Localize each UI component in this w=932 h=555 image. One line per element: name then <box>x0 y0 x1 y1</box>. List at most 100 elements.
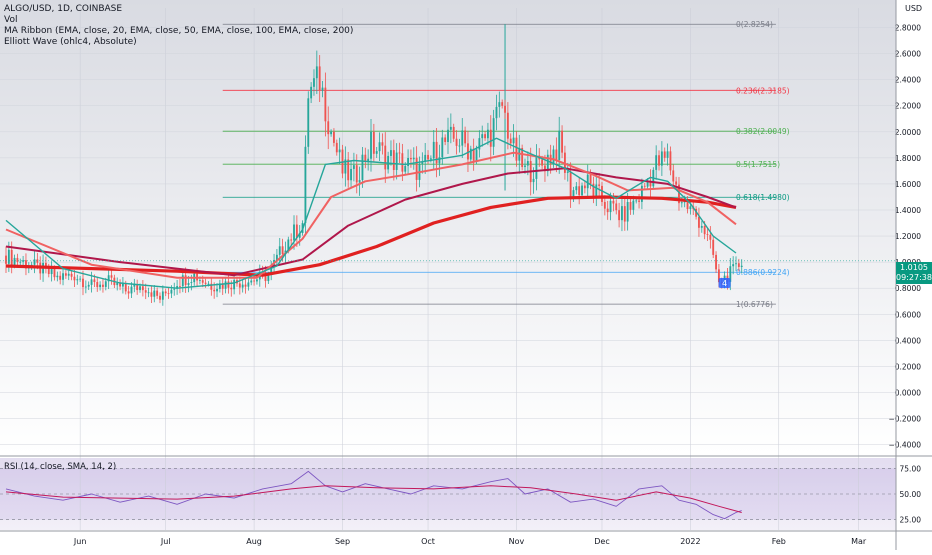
candle-body <box>344 159 347 174</box>
candle-body <box>116 282 119 286</box>
fib-level-label: 0.886(0.9224) <box>736 268 790 277</box>
fib-level-label: 1(0.6776) <box>736 300 773 309</box>
candle-body <box>204 282 207 284</box>
candle-body <box>404 166 407 172</box>
candle-body <box>347 159 350 181</box>
candle-body <box>244 284 247 287</box>
candle-body <box>441 137 444 158</box>
candle-body <box>275 254 278 260</box>
fib-level-label: 0.382(2.0049) <box>736 127 790 136</box>
candle-body <box>395 152 398 170</box>
candle-body <box>566 171 569 173</box>
candle-body <box>715 254 717 270</box>
x-tick-label: Feb <box>772 537 786 546</box>
y-tick-label: 2.4000 <box>895 76 921 85</box>
candle-body <box>375 151 378 154</box>
current-price-badge: 1.0105 09:27:38 <box>896 262 932 284</box>
candle-body <box>737 263 740 267</box>
candle-body <box>572 190 575 199</box>
candle-body <box>578 186 581 196</box>
y-tick-label: 1.6000 <box>895 180 921 189</box>
candle-body <box>732 264 735 267</box>
candle-body <box>475 149 478 161</box>
candle-body <box>680 202 683 204</box>
x-tick-label: Nov <box>509 537 525 546</box>
candle-body <box>79 278 82 280</box>
candle-body <box>62 273 64 280</box>
candle-body <box>640 185 643 202</box>
y-tick-label: 2.6000 <box>895 50 921 59</box>
candle-body <box>187 283 190 286</box>
candle-body <box>119 282 121 287</box>
candle-body <box>358 180 361 183</box>
rsi-indicator-label[interactable]: RSI (14, close, SMA, 14, 2) <box>4 462 117 472</box>
candle-body <box>621 206 623 221</box>
candle-body <box>524 165 526 167</box>
candle-body <box>110 275 113 278</box>
ema20-line <box>5 137 737 289</box>
candle-body <box>635 200 638 202</box>
x-tick-label: Mar <box>851 537 867 546</box>
candle-body <box>435 141 438 164</box>
y-tick-label: 0.8000 <box>895 284 921 293</box>
candle-body <box>216 288 218 292</box>
candle-body <box>452 126 455 139</box>
candle-body <box>660 151 663 166</box>
candle-body <box>10 249 13 265</box>
candle-body <box>304 146 307 224</box>
candle-body <box>164 291 167 294</box>
candle-body <box>629 202 632 210</box>
candle-body <box>367 158 370 162</box>
candle-body <box>104 281 107 287</box>
candle-body <box>506 112 509 139</box>
candle-body <box>295 224 298 238</box>
candle-body <box>281 246 284 255</box>
candle-body <box>589 174 592 184</box>
fib-level-label: 0.5(1.7515) <box>736 160 780 169</box>
candle-body <box>378 142 381 152</box>
candle-body <box>509 138 512 144</box>
candle-body <box>47 267 50 275</box>
candle-body <box>467 143 469 160</box>
candle-body <box>53 268 56 278</box>
ema200-line <box>5 195 737 277</box>
candle-body <box>729 266 732 282</box>
y-tick-label: 2.2000 <box>895 102 921 111</box>
candle-body <box>672 170 675 182</box>
candle-body <box>444 137 447 143</box>
ema50-line <box>5 151 737 279</box>
candle-body <box>318 66 321 91</box>
candle-body <box>290 239 293 241</box>
rsi-line <box>5 470 742 520</box>
candle-body <box>638 200 640 202</box>
candle-body <box>13 257 16 265</box>
candle-body <box>609 200 612 213</box>
candle-body <box>173 288 176 290</box>
candle-body <box>227 281 230 288</box>
candle-body <box>606 208 609 213</box>
candle-body <box>278 246 281 255</box>
candle-body <box>698 216 700 228</box>
candle-body <box>124 283 127 292</box>
candle-body <box>338 149 341 153</box>
candle-body <box>700 225 703 228</box>
candle-body <box>82 278 84 288</box>
candle-body <box>384 145 387 170</box>
rsi-tick-label: 25.00 <box>900 516 922 525</box>
candle-body <box>666 151 669 158</box>
rsi-tick-label: 75.00 <box>900 464 922 473</box>
candle-body <box>22 260 25 262</box>
candle-body <box>481 134 484 139</box>
candle-body <box>136 284 139 291</box>
candle-body <box>287 239 290 251</box>
candle-body <box>575 186 578 191</box>
candle-body <box>535 155 538 179</box>
candle-body <box>390 150 392 156</box>
candle-body <box>298 232 301 238</box>
candle-body <box>669 151 672 171</box>
candle-body <box>207 283 210 285</box>
candle-body <box>632 200 635 210</box>
candle-body <box>90 279 93 285</box>
